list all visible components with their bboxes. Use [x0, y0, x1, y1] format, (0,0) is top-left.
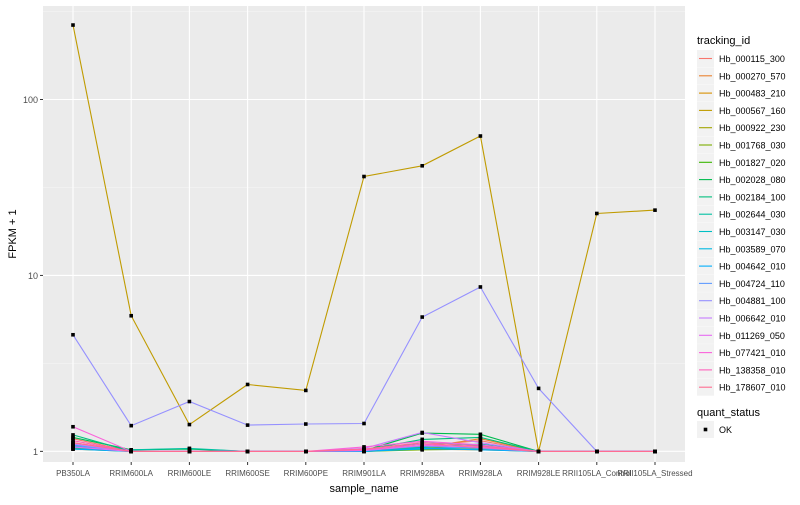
x-tick-label: RRII105LA_Stressed	[617, 469, 692, 478]
x-tick-label: RRIM901LA	[342, 469, 386, 478]
x-tick-label: RRIM928LA	[459, 469, 503, 478]
data-point	[478, 435, 483, 440]
data-point	[420, 446, 424, 451]
x-tick-label: RRIM600LA	[109, 469, 153, 478]
legend-label: Hb_000483_210	[719, 89, 786, 99]
data-point	[595, 449, 599, 454]
data-point	[71, 332, 75, 337]
data-point	[71, 447, 75, 451]
x-axis-title: sample_name	[329, 483, 398, 495]
data-point	[420, 437, 424, 442]
x-tick-label: RRIM600LE	[168, 469, 212, 478]
x-tick-label: RRIM600SE	[225, 469, 269, 478]
data-point	[478, 285, 483, 289]
data-point	[129, 423, 133, 428]
data-point	[653, 208, 657, 212]
axis-layer: 1 10 100 PB350LA RRIM600LA RRIM600LE RRIM600SE…	[23, 95, 693, 478]
legend-label: Hb_000270_570	[719, 71, 786, 81]
data-point	[420, 163, 424, 168]
data-point	[71, 424, 75, 429]
data-point	[245, 382, 250, 387]
legend-label: Hb_002184_100	[719, 192, 786, 202]
legend-label: Hb_003147_030	[719, 227, 786, 237]
legend-label: Hb_011269_050	[719, 331, 785, 341]
legend-label: Hb_178607_010	[719, 383, 786, 393]
x-tick-label: RRII105LA_Control	[562, 469, 632, 478]
data-point	[71, 445, 75, 449]
data-point	[478, 432, 483, 437]
y-tick-label: 10	[28, 271, 38, 281]
y-tick-label: 1	[33, 447, 38, 457]
data-point	[420, 315, 424, 319]
data-point	[478, 438, 483, 443]
data-point	[420, 430, 424, 435]
data-point	[71, 438, 75, 443]
legend-label: Hb_002644_030	[719, 210, 786, 220]
data-point	[129, 313, 133, 318]
legend-label: Hb_001768_030	[719, 141, 786, 151]
data-point	[304, 449, 308, 454]
data-point	[478, 134, 483, 138]
data-point	[478, 440, 483, 445]
x-tick-label: RRIM928LE	[517, 469, 561, 478]
x-tick-label: RRIM600PE	[284, 469, 328, 478]
legend-label: Hb_138358_010	[719, 365, 786, 375]
data-point	[187, 449, 192, 454]
data-point	[245, 449, 250, 454]
data-point	[245, 423, 250, 427]
data-point	[536, 449, 541, 454]
legend-label: Hb_004642_010	[719, 262, 786, 272]
data-point	[536, 386, 541, 391]
x-tick-label: RRIM928BA	[400, 469, 445, 478]
data-point	[362, 174, 366, 179]
data-point	[71, 433, 75, 437]
legend-label: Hb_000922_230	[719, 123, 786, 133]
point-layer	[71, 23, 657, 454]
data-point	[595, 211, 599, 216]
legend-label: Hb_002028_080	[719, 175, 786, 185]
legend-title: tracking_id	[697, 35, 750, 47]
legend-label: Hb_006642_010	[719, 314, 786, 324]
y-tick-label: 100	[23, 95, 38, 105]
data-point	[362, 421, 366, 426]
data-point	[187, 399, 192, 404]
data-point	[420, 440, 424, 445]
data-point	[71, 23, 75, 27]
data-point	[187, 446, 192, 451]
legend: tracking_id quant_status Hb_000115_300 Hb…	[697, 35, 786, 438]
legend-label: Hb_004724_110	[719, 279, 785, 289]
data-point	[304, 422, 308, 426]
data-point	[653, 449, 657, 454]
y-axis-title: FPKM + 1	[7, 209, 19, 258]
data-point	[187, 422, 192, 427]
data-point	[129, 449, 133, 454]
data-point	[362, 447, 366, 451]
legend-label: Hb_004881_100	[719, 296, 786, 306]
data-point	[71, 440, 75, 445]
legend-label: Hb_077421_010	[719, 348, 786, 358]
shape-legend-swatch	[703, 427, 708, 432]
data-point	[304, 388, 308, 393]
legend-label: Hb_000115_300	[719, 54, 785, 64]
data-point	[362, 445, 366, 449]
legend-label: Hb_001827_020	[719, 158, 786, 168]
data-point	[71, 435, 75, 440]
legend-label: Hb_003589_070	[719, 244, 786, 254]
legend-label: Hb_000567_160	[719, 106, 786, 116]
data-point	[478, 444, 483, 448]
shape-legend-label: OK	[719, 425, 732, 435]
x-tick-label: PB350LA	[56, 469, 90, 478]
shape-legend-title: quant_status	[697, 407, 760, 419]
